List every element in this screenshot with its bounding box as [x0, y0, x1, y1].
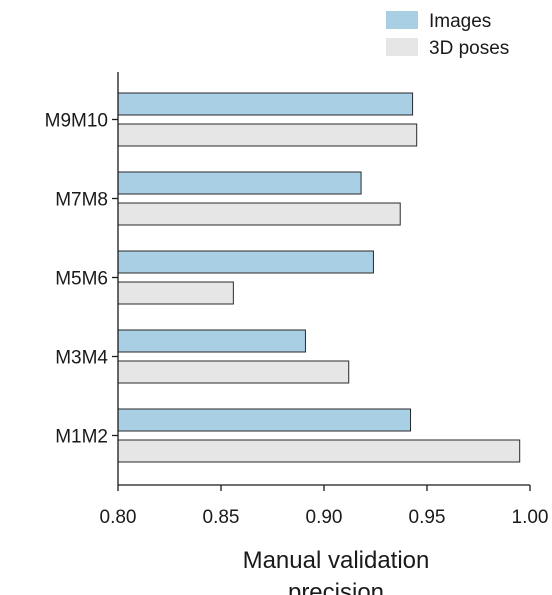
legend-label: Images	[429, 11, 491, 32]
bar-m9m10-images	[117, 92, 414, 116]
y-tick-label: M3M4	[55, 348, 108, 369]
bar-m1m2-images	[117, 408, 412, 432]
legend-label: 3D poses	[429, 38, 509, 59]
x-tick-label: 0.95	[409, 507, 446, 528]
x-tick-label: 0.90	[306, 507, 343, 528]
bar-m1m2-3d-poses	[117, 439, 521, 463]
legend: Images 3D poses	[386, 11, 509, 59]
bar-m5m6-3d-poses	[117, 281, 234, 305]
y-tick-label: M7M8	[55, 190, 108, 211]
ticks: M9M10 M7M8 M5M6 M3M4 M1M2 0.80 0.85 0.90 0.95 1.0…	[45, 111, 549, 529]
legend-swatch-images	[386, 11, 418, 29]
x-axis-title-line-1: Manual validation	[243, 547, 430, 574]
bar-m3m4-3d-poses	[117, 360, 350, 384]
x-tick-label: 0.85	[203, 507, 240, 528]
x-axis-title-line-2: precision	[288, 579, 384, 595]
y-tick-label: M1M2	[55, 427, 108, 448]
bar-m3m4-images	[117, 329, 306, 353]
bars	[117, 92, 521, 463]
y-tick-label: M5M6	[55, 269, 108, 290]
y-tick-label: M9M10	[45, 111, 108, 132]
legend-swatch-3d-poses	[386, 38, 418, 56]
x-tick-label: 1.00	[512, 507, 549, 528]
bar-m9m10-3d-poses	[117, 123, 418, 147]
x-tick-label: 0.80	[100, 507, 137, 528]
bar-m7m8-3d-poses	[117, 202, 401, 226]
bar-m5m6-images	[117, 250, 374, 274]
bar-m7m8-images	[117, 171, 362, 195]
